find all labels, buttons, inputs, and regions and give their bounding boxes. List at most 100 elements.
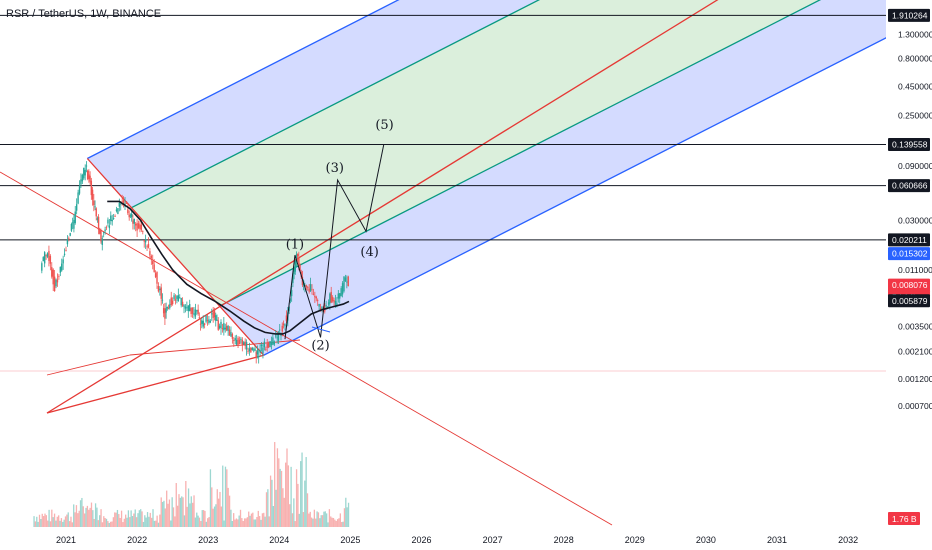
candle (281, 325, 283, 332)
candle (312, 293, 315, 295)
time-axis[interactable]: 2021 2022 2023 2024 2025 2026 2027 2028 2029 2030… (56, 535, 858, 545)
candle (228, 329, 231, 336)
candle (269, 341, 271, 348)
candle (216, 319, 218, 321)
candle (256, 350, 259, 355)
time-tick-label: 2026 (411, 535, 431, 545)
volume-bar (269, 475, 272, 527)
candle (159, 288, 161, 291)
volume-bar (248, 511, 250, 527)
candle (118, 202, 121, 207)
candle (319, 308, 322, 311)
volume-bar (116, 509, 119, 527)
price-tick-label: 1.300000 (898, 29, 932, 39)
candle (51, 267, 53, 277)
candle (140, 224, 143, 230)
volume-bar (201, 510, 203, 527)
candle (316, 300, 319, 302)
volume-bar (196, 512, 198, 527)
volume-bar (81, 497, 83, 527)
candle (344, 277, 347, 282)
price-tag-label: 0.015302 (892, 249, 928, 259)
volume-bar (88, 509, 90, 527)
candle (221, 328, 224, 330)
candle (272, 337, 274, 345)
volume-tag-label: 1.76 B (892, 514, 917, 524)
volume-bar (327, 522, 329, 527)
volume-bar (261, 513, 264, 527)
volume-bar (222, 465, 224, 527)
volume-bar (207, 518, 209, 527)
candle (136, 223, 138, 231)
price-tick-label: 0.002100 (898, 347, 932, 357)
volume-bar (52, 517, 54, 527)
volume-bar (171, 497, 173, 527)
candle (139, 224, 141, 230)
price-tick-label: 0.450000 (898, 82, 932, 92)
volume-bar (190, 496, 192, 527)
candle (296, 253, 299, 257)
exchange-label: BINANCE (112, 8, 162, 20)
candle (197, 309, 199, 314)
candle (144, 239, 147, 243)
candle (292, 273, 294, 284)
volume-bar (241, 518, 243, 527)
volume-bar (168, 499, 171, 527)
candle (120, 203, 122, 205)
candle (75, 204, 78, 211)
candle (263, 341, 266, 348)
interval-label[interactable]: 1W (90, 8, 107, 20)
volume-bar (186, 506, 188, 527)
volume-bar (155, 520, 157, 527)
volume-bar (82, 506, 84, 527)
volume-bar (137, 513, 139, 527)
candle (267, 342, 270, 348)
candle (309, 284, 312, 291)
volume-bar (172, 507, 175, 527)
plot-area[interactable]: (1) (2) (3) (4) (5) (0, 0, 900, 527)
wave-label-4: (4) (360, 245, 378, 260)
candle (330, 291, 332, 303)
volume-bar (166, 490, 168, 527)
candle (262, 347, 264, 354)
volume-bar (77, 513, 79, 527)
volume-bar (275, 489, 277, 527)
candle (341, 283, 344, 295)
candle (270, 341, 273, 345)
price-axis[interactable]: USDT3.5000001.3000000.8000000.4500000.25… (888, 0, 932, 525)
volume-bar (131, 516, 134, 527)
volume-bar (286, 448, 288, 527)
volume-bar (159, 514, 161, 527)
volume-bar (120, 510, 123, 527)
volume-bar (200, 521, 202, 527)
candle (346, 281, 348, 283)
symbol-label[interactable]: RSR / TetherUS (6, 8, 85, 20)
volume-bar (90, 502, 93, 527)
candle (284, 324, 286, 327)
volume-bar (295, 469, 298, 527)
volume-bar (135, 517, 138, 527)
candle (97, 216, 100, 230)
volume-bar (99, 515, 101, 527)
volume-bar (220, 506, 223, 527)
volume-bar (75, 505, 78, 527)
candle (194, 309, 197, 317)
candle (121, 201, 123, 203)
volume-bar (216, 489, 218, 527)
volume-bar (301, 452, 303, 527)
candle (318, 303, 320, 307)
volume-bar (338, 518, 340, 527)
candle (170, 297, 172, 305)
volume-bar (108, 522, 110, 527)
volume-bar (42, 516, 45, 527)
volume-bar (242, 520, 244, 527)
candle (337, 293, 340, 299)
candle (260, 344, 263, 347)
volume-bar (234, 519, 236, 527)
volume-bar (140, 509, 142, 527)
time-tick-label: 2028 (554, 535, 574, 545)
candle (78, 186, 81, 194)
price-tag-label: 0.020211 (892, 235, 927, 245)
candle (247, 350, 249, 352)
